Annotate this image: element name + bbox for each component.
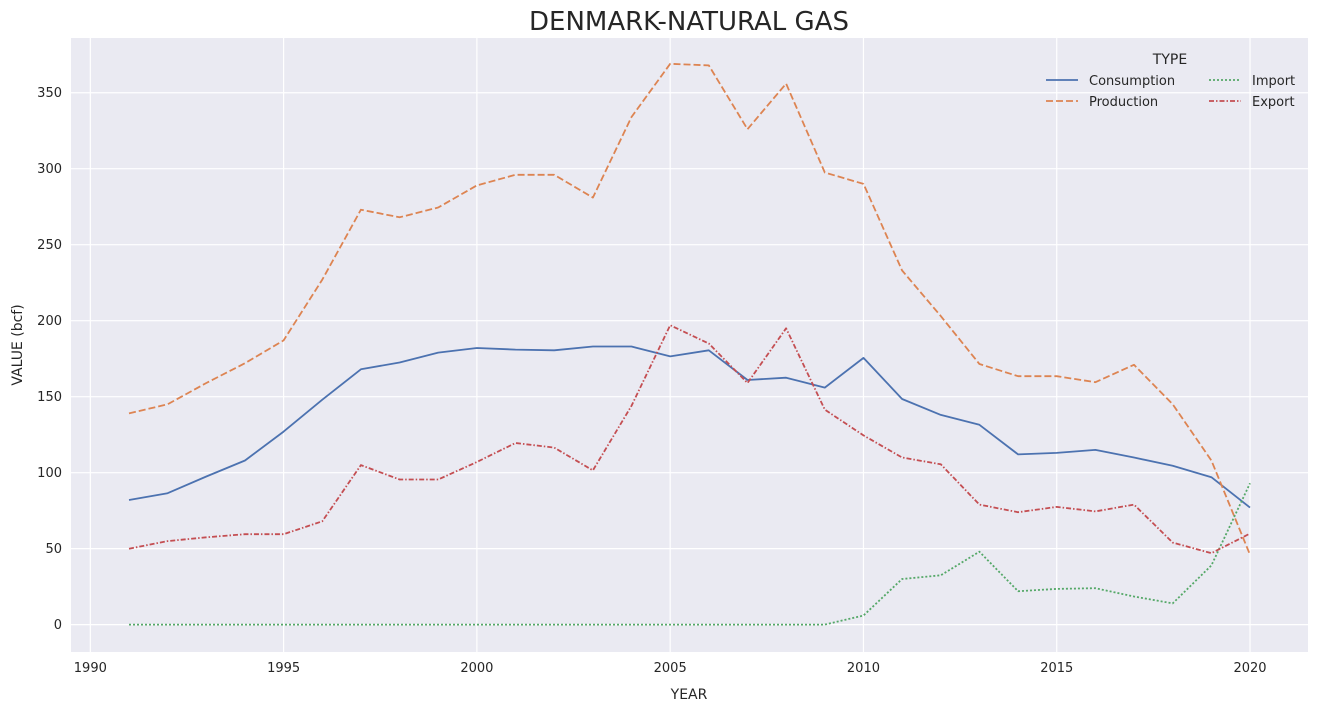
x-tick-label: 2005	[654, 661, 687, 676]
x-tick-label: 2020	[1233, 661, 1266, 676]
x-tick-label: 2010	[847, 661, 880, 676]
series-line-consumption	[128, 345, 1251, 509]
chart-title: DENMARK-NATURAL GAS	[529, 7, 849, 37]
x-axis-label: YEAR	[670, 687, 708, 703]
y-tick-label: 300	[37, 162, 62, 177]
legend-label-import: Import	[1252, 74, 1295, 89]
y-axis-label: VALUE (bcf)	[10, 304, 26, 385]
y-tick-label: 150	[37, 390, 62, 405]
legend-title: TYPE	[1152, 52, 1187, 68]
y-tick-label: 0	[54, 618, 62, 633]
series-lines	[128, 62, 1251, 626]
x-tick-label: 1990	[74, 661, 107, 676]
legend-label-consumption: Consumption	[1089, 74, 1175, 89]
x-tick-label: 1995	[267, 661, 300, 676]
series-line-production	[128, 62, 1251, 556]
x-tick-label: 2000	[460, 661, 493, 676]
legend-label-production: Production	[1089, 95, 1158, 110]
y-tick-label: 200	[37, 314, 62, 329]
y-tick-label: 250	[37, 238, 62, 253]
tick-labels: 1990 1995 2000 2005 2010 2015 2020 0 50 100 150 200…	[37, 86, 1266, 676]
series-line-import	[129, 482, 1251, 626]
x-tick-label: 2015	[1040, 661, 1073, 676]
series-line-export	[128, 324, 1251, 555]
plot-background	[71, 38, 1308, 652]
grid-lines	[71, 38, 1308, 652]
y-tick-label: 100	[37, 466, 62, 481]
legend-label-export: Export	[1252, 95, 1295, 110]
y-tick-label: 350	[37, 86, 62, 101]
legend: TYPE Consumption Production Import Export	[1046, 52, 1295, 110]
y-tick-label: 50	[45, 542, 62, 557]
